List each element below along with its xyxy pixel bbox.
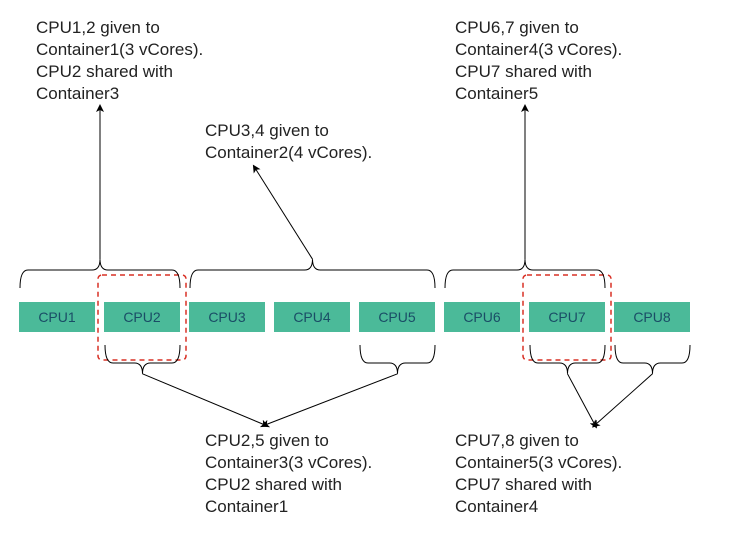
shared-cpu-highlight-1 <box>98 275 186 360</box>
b-bot-right <box>530 345 690 425</box>
b-top-left <box>20 108 180 288</box>
b-bot-left <box>105 345 435 425</box>
annotation-layer <box>0 0 739 534</box>
b-top-right <box>445 108 605 288</box>
b-top-mid <box>190 168 435 288</box>
shared-cpu-highlight-2 <box>523 275 611 360</box>
